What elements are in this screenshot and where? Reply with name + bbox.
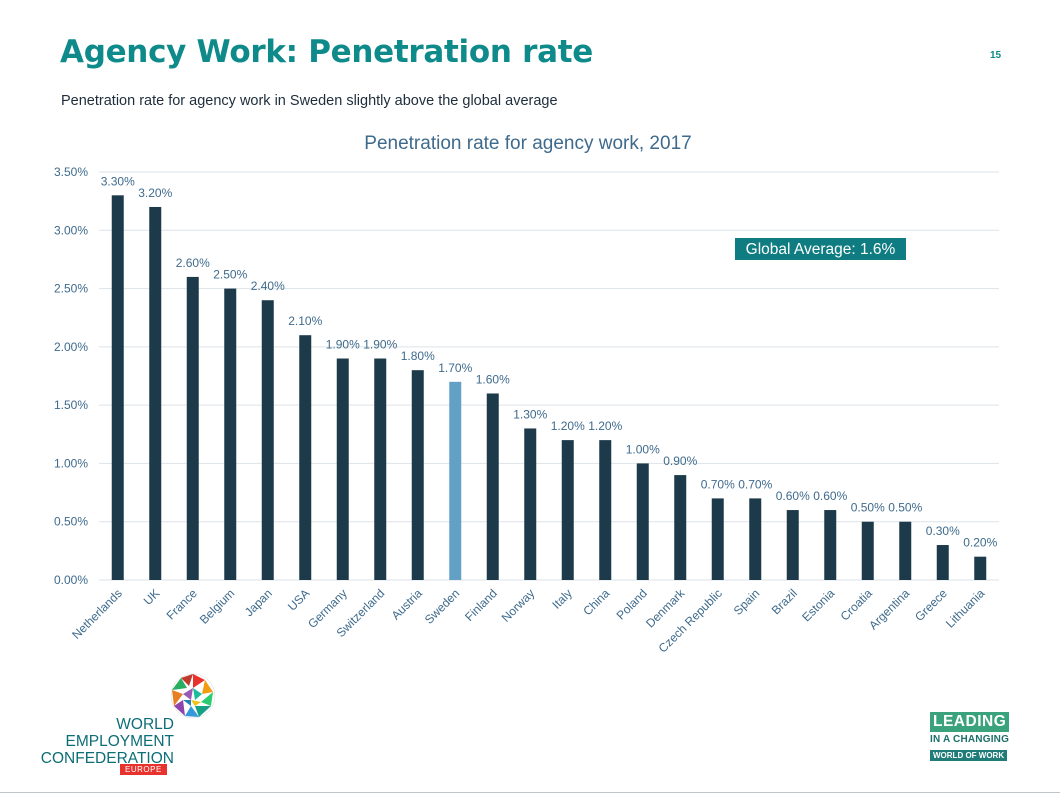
- data-label: 0.50%: [888, 501, 922, 515]
- bar: [299, 335, 312, 580]
- bar: [936, 545, 949, 580]
- x-tick-label: Japan: [242, 586, 275, 619]
- y-tick-label: 0.00%: [54, 573, 88, 587]
- bar: [336, 358, 349, 580]
- x-tick-label: Poland: [614, 586, 650, 622]
- bar: [486, 393, 499, 580]
- data-label: 2.60%: [176, 256, 210, 270]
- data-label: 1.30%: [513, 407, 547, 421]
- data-label: 0.90%: [663, 454, 697, 468]
- leading-line-3: WORLD OF WORK: [930, 750, 1008, 761]
- wec-line-3: CONFEDERATION: [40, 750, 174, 767]
- wec-line-1: WORLD: [116, 716, 174, 733]
- data-label: 1.20%: [551, 419, 585, 433]
- data-label: 1.90%: [363, 338, 397, 352]
- leading-line-2: IN A CHANGING: [930, 734, 1010, 745]
- data-label: 0.50%: [851, 501, 885, 515]
- x-tick-label: Austria: [389, 586, 426, 623]
- x-tick-label: Norway: [499, 586, 538, 625]
- data-label: 2.10%: [288, 314, 322, 328]
- x-tick-label: China: [580, 586, 612, 618]
- x-tick-label: Italy: [549, 586, 574, 611]
- bar: [186, 276, 199, 580]
- x-tick-label: Finland: [462, 586, 500, 624]
- bar: [524, 428, 537, 580]
- data-label: 1.60%: [476, 372, 510, 386]
- data-label: 2.50%: [213, 268, 247, 282]
- x-tick-label: Belgium: [197, 586, 238, 627]
- globe-icon: [170, 673, 216, 719]
- slide-subtitle: Penetration rate for agency work in Swed…: [61, 93, 558, 109]
- data-label: 0.70%: [738, 477, 772, 491]
- data-label: 1.70%: [438, 361, 472, 375]
- bar: [636, 463, 649, 580]
- bar: [711, 498, 724, 580]
- y-tick-label: 2.00%: [54, 340, 88, 354]
- bar-chart: Penetration rate for agency work, 2017 0.…: [54, 133, 999, 656]
- annotation-label: Global Average: 1.6%: [746, 241, 896, 258]
- footer-divider: [0, 792, 1060, 793]
- data-label: 1.20%: [588, 419, 622, 433]
- page-number: 15: [990, 50, 1002, 61]
- bar: [599, 440, 612, 580]
- bar: [861, 521, 874, 580]
- data-label: 1.90%: [326, 338, 360, 352]
- data-label: 0.60%: [776, 489, 810, 503]
- data-label: 0.70%: [701, 477, 735, 491]
- y-tick-label: 3.50%: [54, 165, 88, 179]
- slide-title: Agency Work: Penetration rate: [60, 34, 593, 70]
- y-tick-label: 1.00%: [54, 456, 88, 470]
- data-label: 3.20%: [138, 186, 172, 200]
- bar: [374, 358, 387, 580]
- x-tick-label: Netherlands: [69, 586, 125, 642]
- bar: [974, 556, 987, 580]
- bar: [111, 195, 124, 581]
- x-tick-label: Sweden: [422, 586, 463, 627]
- y-tick-label: 1.50%: [54, 398, 88, 412]
- bar: [824, 510, 837, 580]
- bar: [899, 521, 912, 580]
- wec-badge: EUROPE: [120, 764, 167, 775]
- x-tick-label: France: [164, 586, 201, 623]
- x-tick-label: USA: [285, 586, 312, 613]
- data-label: 1.00%: [626, 442, 660, 456]
- x-tick-label: Spain: [731, 586, 763, 618]
- annotation-box: [735, 238, 906, 260]
- wec-line-2: EMPLOYMENT: [65, 733, 174, 750]
- data-label: 0.20%: [963, 536, 997, 550]
- bar: [224, 288, 237, 580]
- leading-logo: LEADING IN A CHANGING WORLD OF WORK: [930, 712, 1014, 763]
- data-label: 3.30%: [101, 174, 135, 188]
- data-label: 2.40%: [251, 279, 285, 293]
- bar: [411, 370, 424, 580]
- bar: [674, 475, 687, 580]
- data-label: 0.30%: [926, 524, 960, 538]
- bar: [561, 440, 574, 580]
- x-tick-label: Estonia: [799, 586, 837, 624]
- x-tick-label: UK: [141, 586, 163, 608]
- y-tick-label: 0.50%: [54, 515, 88, 529]
- wec-logo: WORLD EMPLOYMENT CONFEDERATION EUROPE: [41, 672, 234, 782]
- wec-wordmark: WORLD EMPLOYMENT CONFEDERATION: [0, 716, 174, 767]
- bar: [261, 300, 274, 580]
- x-tick-label: Lithuania: [943, 586, 988, 631]
- x-tick-label: Argentina: [866, 586, 912, 632]
- bar: [749, 498, 762, 580]
- bar: [786, 510, 799, 580]
- x-tick-label: Brazil: [769, 586, 800, 617]
- data-label: 0.60%: [813, 489, 847, 503]
- bar: [449, 381, 462, 580]
- y-tick-label: 2.50%: [54, 282, 88, 296]
- leading-line-1: LEADING: [930, 712, 1010, 732]
- y-tick-label: 3.00%: [54, 223, 88, 237]
- data-label: 1.80%: [401, 349, 435, 363]
- bar: [149, 206, 162, 580]
- chart-title: Penetration rate for agency work, 2017: [364, 133, 691, 154]
